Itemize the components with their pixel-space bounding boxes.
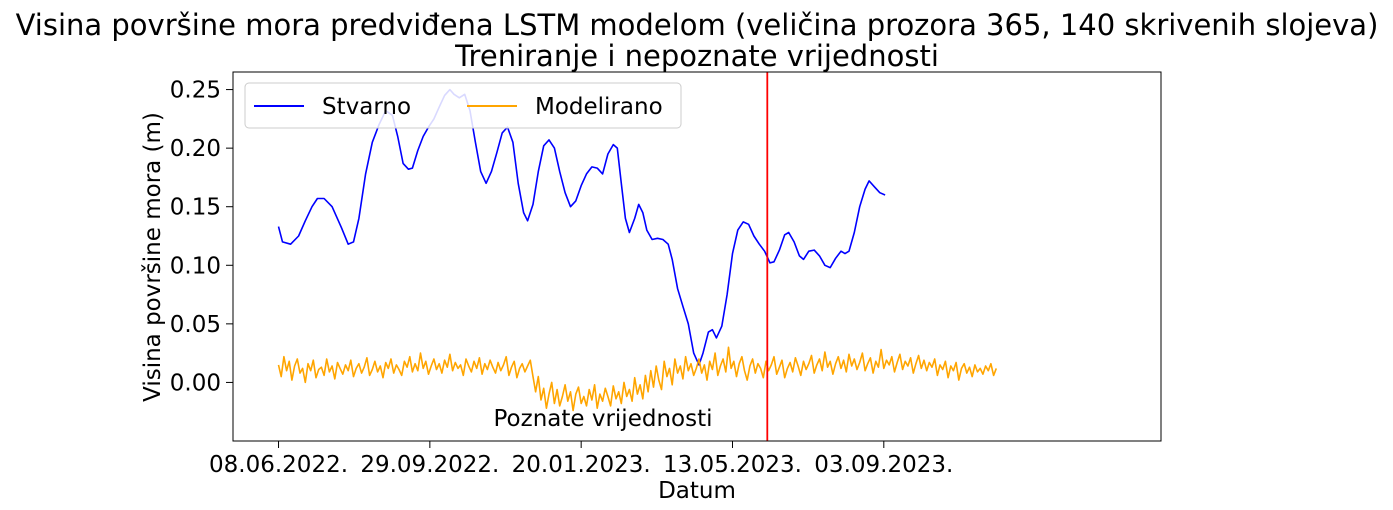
y-tick-label: 0.20 <box>170 136 221 162</box>
legend-label-modelirano: Modelirano <box>535 94 663 120</box>
plot-area <box>277 72 998 441</box>
x-tick-label: 03.09.2023. <box>814 452 953 478</box>
y-tick-label: 0.05 <box>170 312 221 338</box>
legend-label-stvarno: Stvarno <box>322 94 411 120</box>
y-axis-label: Visina površine mora (m) <box>140 112 166 402</box>
y-axis: 0.25 0.20 0.15 0.10 0.05 0.00 <box>170 78 233 396</box>
y-tick-label: 0.10 <box>170 253 221 279</box>
x-axis-label: Datum <box>658 478 736 504</box>
series-line-modelirano <box>277 346 998 412</box>
y-tick-label: 0.25 <box>170 78 221 104</box>
legend: Stvarno Modelirano <box>244 82 682 129</box>
chart-subtitle: Treniranje i nepoznate vrijednosti <box>454 39 939 73</box>
plot-frame <box>232 71 1162 442</box>
x-axis: 08.06.2022. 29.09.2022. 20.01.2023. 13.05.2… <box>209 441 953 478</box>
chart-title: Visina površine mora predviđena LSTM mod… <box>16 8 1379 42</box>
x-tick-label: 29.09.2022. <box>360 452 499 478</box>
annotation-known-values: Poznate vrijednosti <box>494 406 713 432</box>
x-tick-label: 13.05.2023. <box>663 452 802 478</box>
x-tick-label: 20.01.2023. <box>512 452 651 478</box>
y-tick-label: 0.15 <box>170 195 221 221</box>
x-tick-label: 08.06.2022. <box>209 452 348 478</box>
series-line-stvarno <box>277 88 886 366</box>
legend-box <box>244 82 682 129</box>
y-tick-label: 0.00 <box>170 370 221 396</box>
